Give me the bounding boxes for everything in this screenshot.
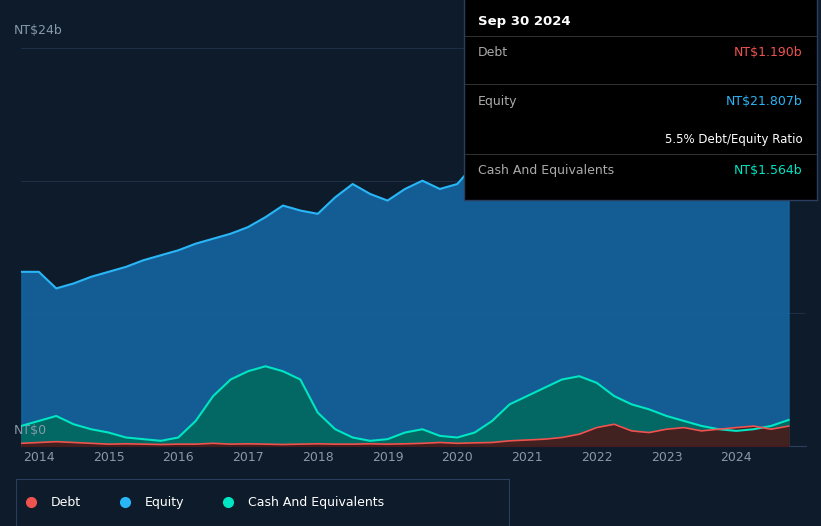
Text: Debt: Debt (478, 46, 508, 59)
Text: NT$1.564b: NT$1.564b (734, 164, 803, 177)
Text: Cash And Equivalents: Cash And Equivalents (478, 164, 614, 177)
Text: NT$0: NT$0 (13, 424, 47, 437)
Text: Debt: Debt (51, 496, 81, 509)
Text: NT$21.807b: NT$21.807b (726, 95, 803, 108)
Text: 5.5% Debt/Equity Ratio: 5.5% Debt/Equity Ratio (665, 133, 803, 146)
Text: Equity: Equity (478, 95, 517, 108)
Text: NT$1.190b: NT$1.190b (734, 46, 803, 59)
Text: NT$24b: NT$24b (13, 24, 62, 37)
Text: Sep 30 2024: Sep 30 2024 (478, 15, 571, 28)
Text: Cash And Equivalents: Cash And Equivalents (248, 496, 384, 509)
Text: Equity: Equity (144, 496, 184, 509)
